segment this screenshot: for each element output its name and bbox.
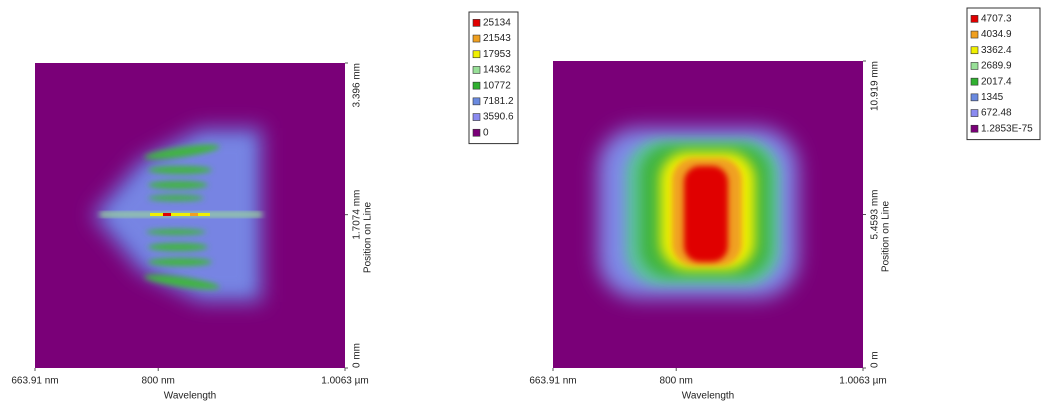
x-tick-label: 800 nm [142, 376, 175, 387]
legend-label: 1345 [981, 92, 1004, 103]
legend-label: 10772 [483, 80, 511, 91]
legend-swatch [970, 62, 979, 70]
x-tick-label: 663.91 nm [11, 376, 58, 387]
legend-label: 4707.3 [981, 13, 1012, 24]
heatmap-image [92, 128, 262, 302]
legend-swatch [472, 128, 481, 137]
y-axis-title: Position on Line [881, 200, 892, 272]
y-tick-label: 0 m [870, 351, 881, 368]
legend-label: 14362 [483, 65, 511, 76]
y-tick-label: 0 mm [352, 343, 363, 368]
legend-swatch [472, 34, 481, 43]
legend-label: 2017.4 [981, 76, 1012, 87]
legend-label: 1.2853E-75 [981, 123, 1033, 134]
heatmap-image [598, 128, 798, 298]
legend-label: 4034.9 [981, 29, 1012, 40]
legend-swatch [472, 66, 481, 74]
legend-label: 672.48 [981, 108, 1012, 119]
y-tick-label: 5.4593 mm [870, 189, 881, 239]
legend-swatch [472, 50, 481, 59]
legend-label: 3362.4 [981, 45, 1012, 56]
legend-label: 17953 [483, 49, 511, 60]
legend-label: 2689.9 [981, 61, 1012, 72]
overlay: 663.91 nm 800 nm 1.0063 µm 0 mm 1.7074 mm 3.3… [11, 7, 1041, 402]
y-tick-label: 1.7074 mm [352, 190, 363, 240]
y-tick-label: 3.396 mm [352, 63, 363, 107]
x-axis-title: Wavelength [682, 391, 734, 402]
legend-box [468, 11, 519, 145]
legend-label: 0 [483, 127, 489, 138]
legend-swatch [970, 124, 979, 133]
x-axis-title: Wavelength [164, 391, 216, 402]
legend-swatch [970, 109, 979, 117]
legend-swatch [970, 93, 979, 102]
legend-swatch [472, 19, 481, 27]
legend-swatch [472, 81, 481, 90]
legend-swatch [472, 113, 481, 121]
x-tick-label: 1.0063 µm [839, 376, 886, 387]
legend-swatch [472, 97, 481, 106]
legend-box [966, 7, 1041, 141]
y-tick-label: 10.919 mm [870, 61, 881, 111]
legend-swatch [970, 15, 979, 23]
x-tick-label: 1.0063 µm [321, 376, 368, 387]
legend-label: 7181.2 [483, 96, 514, 107]
legend-swatch [970, 46, 979, 55]
y-axis-title: Position on Line [363, 201, 374, 273]
x-tick-label: 800 nm [660, 376, 693, 387]
legend-label: 25134 [483, 17, 511, 28]
legend-swatch [970, 77, 979, 86]
x-tick-label: 663.91 nm [529, 376, 576, 387]
legend-label: 3590.6 [483, 112, 514, 123]
legend-label: 21543 [483, 33, 511, 44]
legend-swatch [970, 30, 979, 39]
